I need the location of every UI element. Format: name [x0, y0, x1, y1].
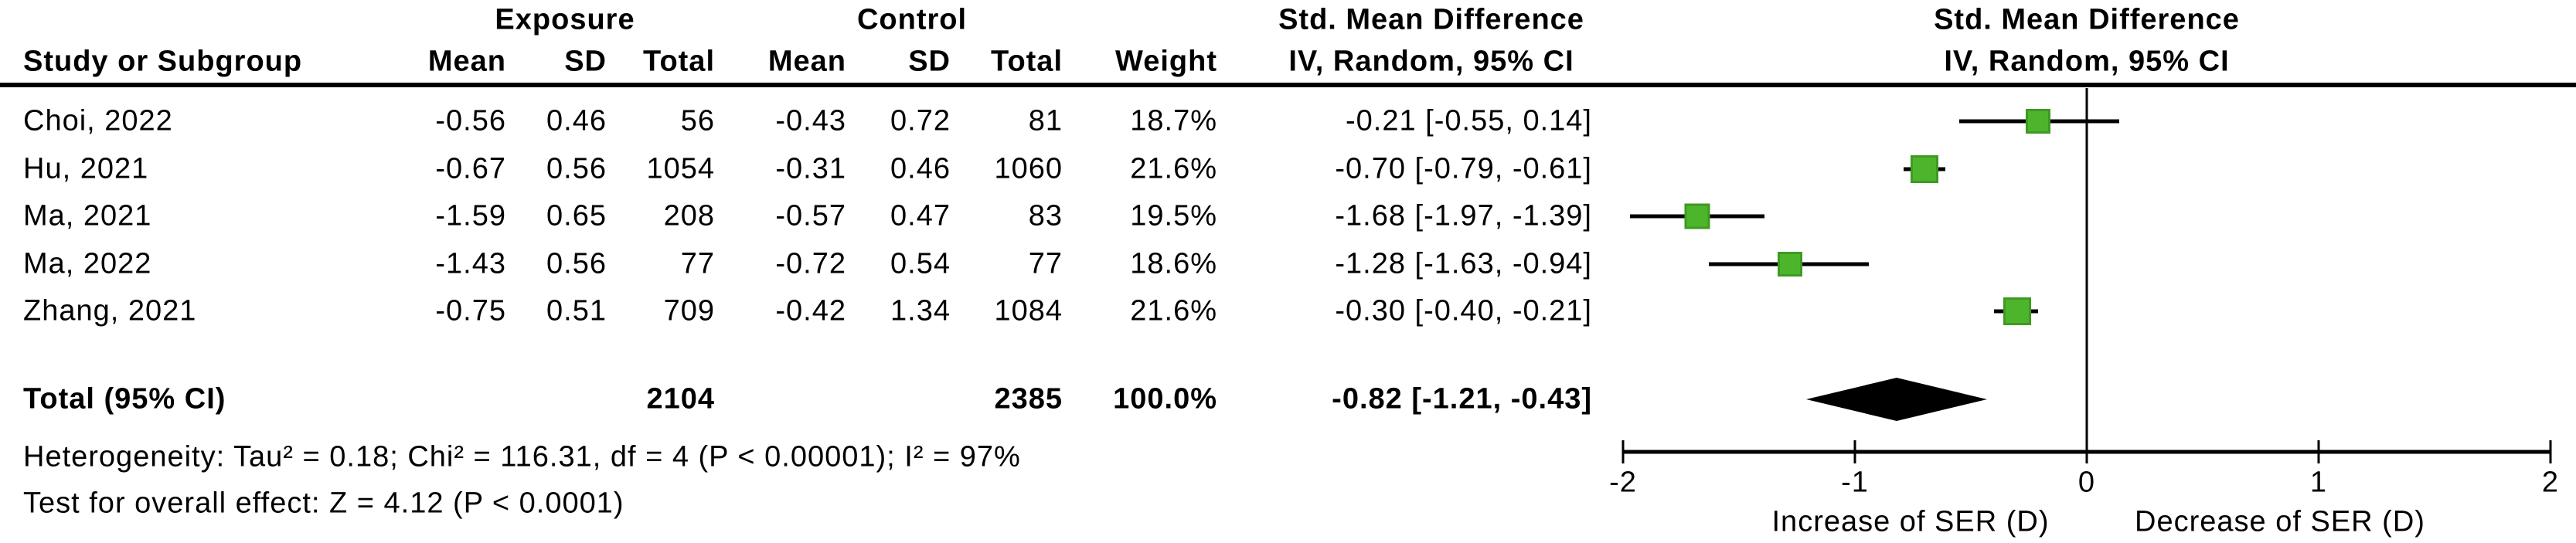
effect-marker	[1778, 252, 1802, 277]
study-ci-text: -0.70 [-0.79, -0.61]	[1335, 152, 1592, 185]
exposure-total: 77	[680, 247, 715, 280]
exposure-sd: 0.46	[546, 104, 607, 137]
exposure-total-header: Total	[643, 45, 715, 78]
control-mean: -0.72	[775, 247, 846, 280]
study-weight: 18.6%	[1130, 247, 1217, 280]
control-total: 83	[1028, 199, 1063, 232]
summary-diamond	[1806, 378, 1987, 421]
effect-marker	[2003, 297, 2031, 325]
axis-label-increase: Increase of SER (D)	[1771, 505, 2050, 538]
study-name: Zhang, 2021	[23, 294, 197, 327]
control-mean: -0.57	[775, 199, 846, 232]
control-sd: 0.72	[890, 104, 951, 137]
control-total: 1084	[994, 294, 1063, 327]
exposure-total: 1054	[646, 152, 715, 185]
effect-marker	[1684, 203, 1710, 229]
study-column-header: Study or Subgroup	[23, 45, 303, 78]
study-ci-text: -0.30 [-0.40, -0.21]	[1335, 294, 1592, 327]
study-name: Ma, 2021	[23, 199, 152, 232]
control-total: 1060	[994, 152, 1063, 185]
axis-tick-label: 2	[2541, 466, 2560, 499]
heterogeneity-note: Heterogeneity: Tau² = 0.18; Chi² = 116.3…	[23, 440, 1021, 473]
exposure-mean: -0.75	[435, 294, 506, 327]
exposure-sd-header: SD	[564, 45, 607, 78]
total-ci-text: -0.82 [-1.21, -0.43]	[1332, 382, 1592, 416]
exposure-mean-header: Mean	[427, 45, 506, 78]
study-name: Ma, 2022	[23, 247, 152, 280]
study-weight: 21.6%	[1130, 294, 1217, 327]
ci-method-header: IV, Random, 95% CI	[1288, 45, 1574, 78]
study-weight: 21.6%	[1130, 152, 1217, 185]
control-total: 77	[1028, 247, 1063, 280]
axis-tick-label: -2	[1609, 466, 1637, 499]
exposure-total: 56	[680, 104, 715, 137]
control-total: 81	[1028, 104, 1063, 137]
control-sd: 0.46	[890, 152, 951, 185]
study-ci-text: -1.68 [-1.97, -1.39]	[1335, 199, 1592, 232]
total-weight: 100.0%	[1113, 382, 1217, 416]
control-mean: -0.31	[775, 152, 846, 185]
exposure-mean: -0.67	[435, 152, 506, 185]
exposure-sd: 0.65	[546, 199, 607, 232]
control-total-header: Total	[991, 45, 1063, 78]
total-row-label: Total (95% CI)	[23, 382, 226, 416]
control-sd: 0.54	[890, 247, 951, 280]
exposure-sd: 0.51	[546, 294, 607, 327]
ci-method-plot-header: IV, Random, 95% CI	[1944, 45, 2230, 78]
exposure-total: 208	[663, 199, 715, 232]
exposure-sd: 0.56	[546, 247, 607, 280]
axis-tick-label: 1	[2309, 466, 2328, 499]
study-name: Hu, 2021	[23, 152, 149, 185]
study-weight: 19.5%	[1130, 199, 1217, 232]
axis-label-decrease: Decrease of SER (D)	[2135, 505, 2425, 538]
study-ci-text: -1.28 [-1.63, -0.94]	[1335, 247, 1592, 280]
control-sd-header: SD	[908, 45, 951, 78]
study-name: Choi, 2022	[23, 104, 173, 137]
smd-plot-header: Std. Mean Difference	[1934, 3, 2240, 36]
exposure-total: 709	[663, 294, 715, 327]
effect-marker	[2026, 109, 2050, 134]
control-mean: -0.42	[775, 294, 846, 327]
study-ci-text: -0.21 [-0.55, 0.14]	[1346, 104, 1592, 137]
exposure-mean: -0.56	[435, 104, 506, 137]
exposure-sd: 0.56	[546, 152, 607, 185]
effect-marker	[1911, 155, 1938, 183]
control-sd: 0.47	[890, 199, 951, 232]
control-group-header: Control	[856, 3, 968, 36]
control-mean: -0.43	[775, 104, 846, 137]
overall-effect-note: Test for overall effect: Z = 4.12 (P < 0…	[23, 487, 624, 520]
control-sd: 1.34	[890, 294, 951, 327]
header-divider	[0, 83, 2576, 87]
smd-column-header: Std. Mean Difference	[1278, 3, 1584, 36]
total-exposure-n: 2104	[646, 382, 715, 416]
exposure-mean: -1.59	[435, 199, 506, 232]
axis-tick-label: 0	[2077, 466, 2096, 499]
axis-tick-label: -1	[1841, 466, 1869, 499]
weight-column-header: Weight	[1115, 45, 1217, 78]
exposure-mean: -1.43	[435, 247, 506, 280]
total-control-n: 2385	[994, 382, 1063, 416]
exposure-group-header: Exposure	[495, 3, 635, 36]
study-weight: 18.7%	[1130, 104, 1217, 137]
control-mean-header: Mean	[767, 45, 846, 78]
